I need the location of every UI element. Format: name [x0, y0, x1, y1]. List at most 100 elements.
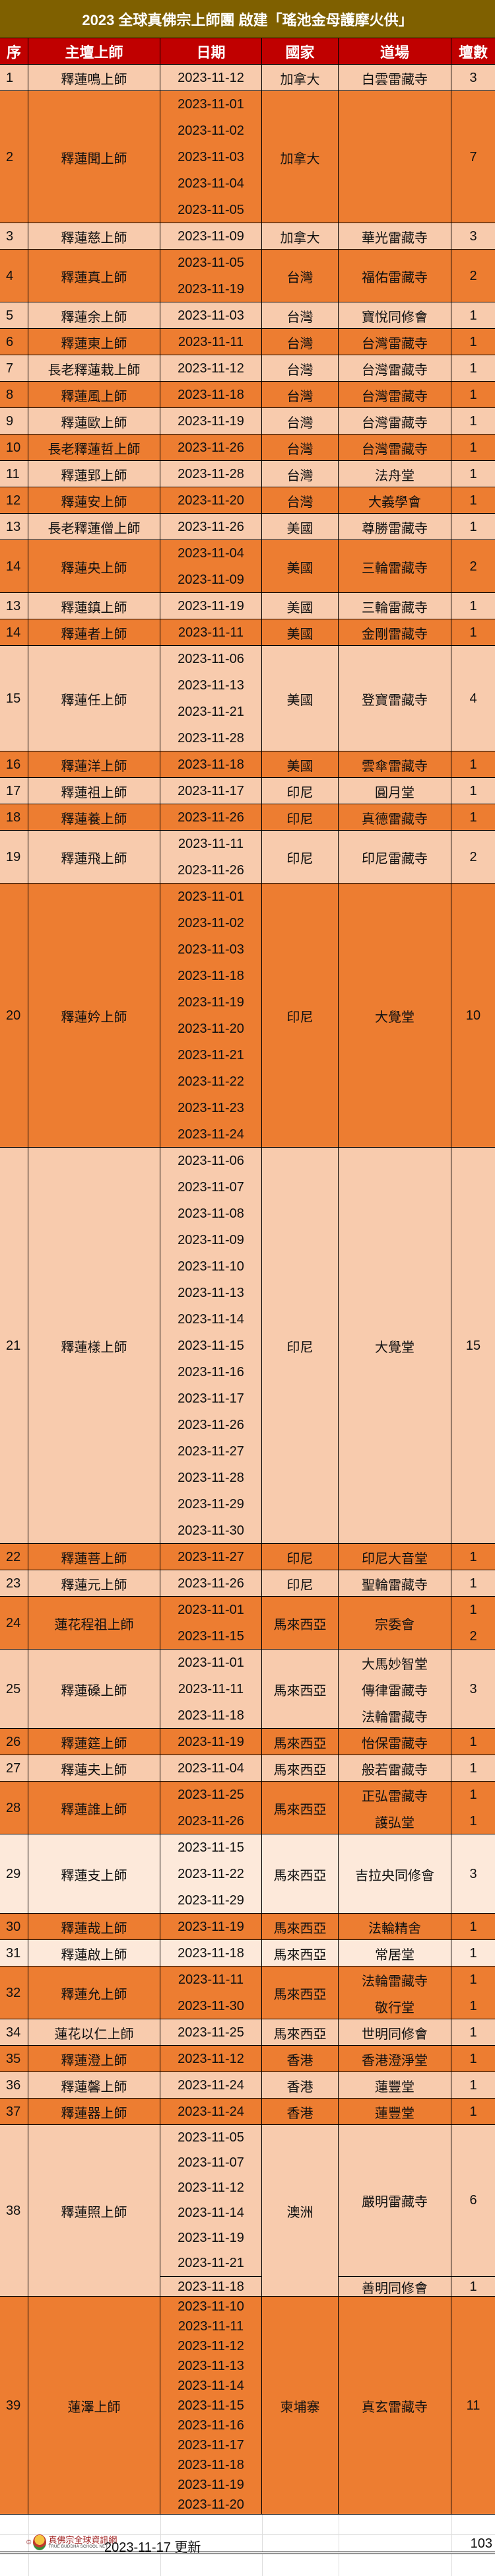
count-cell: 2: [451, 250, 495, 302]
venue-cell: 印尼雷藏寺: [339, 831, 451, 884]
venue-item: 真玄雷藏寺: [362, 2400, 428, 2415]
date-item: 2023-11-13: [178, 2358, 244, 2373]
date-item: 2023-11-17: [178, 783, 244, 798]
venue-cell: 聖輪雷藏寺: [339, 1570, 451, 1597]
country-cell: 台灣: [262, 487, 339, 514]
count-item: 1: [469, 598, 477, 613]
country-cell: 香港: [262, 2099, 339, 2125]
date-item: 2023-11-06: [178, 651, 244, 666]
date-cell: 2023-11-04 2023-11-09: [160, 540, 262, 593]
master-cell: 釋蓮真上師: [28, 250, 160, 302]
count-cell: 1: [451, 461, 495, 487]
date-item: 2023-11-19: [178, 598, 244, 613]
venue-item: 大覺堂: [375, 1010, 414, 1025]
venue-item: 台灣雷藏寺: [362, 363, 428, 378]
count-item: 1: [469, 2279, 477, 2294]
venue-item: 大義學會: [368, 495, 421, 510]
date-item: 2023-11-22: [178, 1074, 244, 1089]
master-cell: 蓮澤上師: [28, 2297, 160, 2515]
date-item: 2023-11-26: [178, 1813, 244, 1828]
date-item: 2023-11-11: [178, 836, 244, 851]
date-item: 2023-11-05: [178, 2130, 244, 2145]
venue-item: 蓮豐堂: [375, 2106, 414, 2121]
country-cell: 印尼: [262, 884, 339, 1148]
seq-cell: 32: [0, 1967, 28, 2019]
seq-cell: 29: [0, 1834, 28, 1914]
date-item: 2023-11-26: [178, 1576, 244, 1591]
country-cell: 馬來西亞: [262, 1782, 339, 1834]
count-item: 1: [469, 361, 477, 376]
date-item: 2023-11-12: [178, 361, 244, 376]
country-cell: 柬埔寨: [262, 2297, 339, 2515]
date-item: 2023-11-07: [178, 2155, 244, 2170]
seq-cell: 27: [0, 1755, 28, 1782]
seq-cell: 16: [0, 751, 28, 778]
count-item: 3: [469, 70, 477, 85]
date-item: 2023-11-23: [178, 1100, 244, 1115]
count-cell: 1: [451, 2072, 495, 2099]
count-item: 1: [469, 2051, 477, 2066]
seq-cell: 6: [0, 329, 28, 355]
header-date: 日期: [160, 38, 262, 64]
date-item: 2023-11-13: [178, 678, 244, 693]
count-item: 3: [469, 1866, 477, 1881]
venue-cell: 台灣雷藏寺: [339, 382, 451, 408]
table-row: 16 釋蓮洋上師 2023-11-18 美國 雲傘雷藏寺 1: [0, 751, 495, 778]
country-cell: 馬來西亞: [262, 1755, 339, 1782]
date-cell: 2023-11-06 2023-11-07 2023-11-08 2023-11-09…: [160, 1148, 262, 1544]
date-cell: 2023-11-01 2023-11-02 2023-11-03 2023-11-18…: [160, 884, 262, 1148]
seq-cell: 13: [0, 593, 28, 619]
seq-cell: 20: [0, 884, 28, 1148]
count-item: 1: [469, 1972, 477, 1987]
count-cell: 1: [451, 778, 495, 804]
country-cell: 台灣: [262, 355, 339, 382]
date-item: 2023-11-01: [178, 889, 244, 904]
count-cell: 1: [451, 804, 495, 831]
date-cell: 2023-11-25 2023-11-26: [160, 1782, 262, 1834]
date-cell: 2023-11-18: [160, 1940, 262, 1967]
country-cell: 美國: [262, 540, 339, 593]
count-cell: 3: [451, 65, 495, 91]
date-cell: 2023-11-12: [160, 65, 262, 91]
table-row: 1 釋蓮鳴上師 2023-11-12 加拿大 白雲雷藏寺 3: [0, 65, 495, 91]
master-cell: 釋蓮歐上師: [28, 408, 160, 435]
date-cell: 2023-11-03: [160, 302, 262, 329]
table-row: 5 釋蓮余上師 2023-11-03 台灣 寶悅同修會 1: [0, 302, 495, 329]
master-cell: 長老釋蓮僧上師: [28, 514, 160, 540]
date-item: 2023-11-02: [178, 123, 244, 138]
date-item: 2023-11-05: [178, 202, 244, 217]
country-cell: 美國: [262, 514, 339, 540]
venue-cell: 大義學會: [339, 487, 451, 514]
venue-item: 宗委會: [375, 1617, 414, 1632]
venue-cell: 法舟堂: [339, 461, 451, 487]
venue-cell: 白雲雷藏寺: [339, 65, 451, 91]
country-cell: 香港: [262, 2046, 339, 2072]
master-cell: 釋蓮夫上師: [28, 1755, 160, 1782]
venue-cell: 宗委會: [339, 1597, 451, 1650]
count-item: 2: [469, 1628, 477, 1644]
date-item: 2023-11-22: [178, 1866, 244, 1881]
table-row: 30 釋蓮哉上師 2023-11-19 馬來西亞 法輪精舍 1: [0, 1914, 495, 1940]
table-row: 14 釋蓮者上師 2023-11-11 美國 金剛雷藏寺 1: [0, 619, 495, 646]
date-item: 2023-11-14: [178, 1311, 244, 1327]
date-cell: 2023-11-11: [160, 329, 262, 355]
venue-item: 台灣雷藏寺: [362, 442, 428, 457]
date-item: 2023-11-19: [178, 994, 244, 1010]
date-item: 2023-11-10: [178, 2299, 244, 2314]
date-cell: 2023-11-11 2023-11-26: [160, 831, 262, 884]
date-item: 2023-11-30: [178, 1998, 244, 2013]
date-item: 2023-11-29: [178, 1496, 244, 1512]
table-row: 2 釋蓮聞上師 2023-11-01 2023-11-02 2023-11-03 2023…: [0, 91, 495, 223]
table-row: 36 釋蓮馨上師 2023-11-24 香港 蓮豐堂 1: [0, 2072, 495, 2099]
venue-item: 台灣雷藏寺: [362, 336, 428, 351]
date-item: 2023-11-19: [178, 1734, 244, 1749]
venue-item: 三輪雷藏寺: [362, 561, 428, 576]
date-item: 2023-11-03: [178, 149, 244, 164]
table-row: 14 釋蓮央上師 2023-11-04 2023-11-09 美國 三輪雷藏寺 2: [0, 540, 495, 593]
count-item: 1: [469, 1945, 477, 1961]
count-item: 1: [469, 2025, 477, 2040]
date-item: 2023-11-03: [178, 942, 244, 957]
emblem-icon: [33, 2534, 47, 2550]
